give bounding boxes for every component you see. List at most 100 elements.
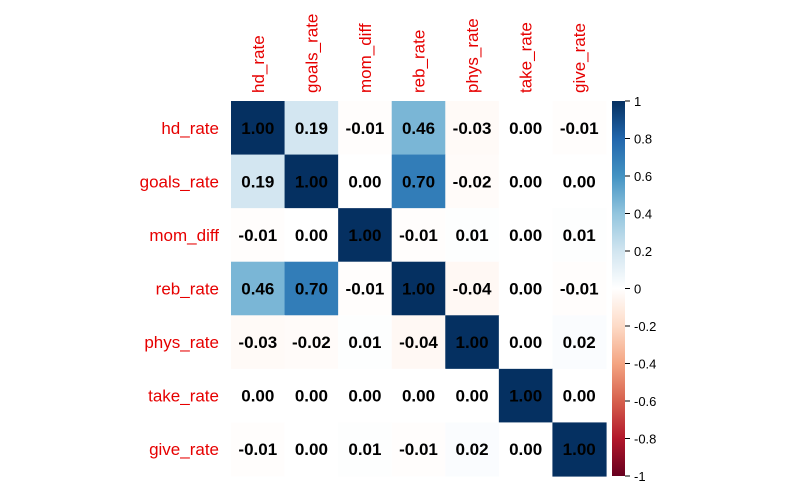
heatmap-cell <box>445 261 500 316</box>
heatmap-cell <box>445 208 500 263</box>
cell-value-label: 0.01 <box>348 333 381 352</box>
heatmap-cell <box>552 154 607 209</box>
colorbar-tick-label: 0.4 <box>634 207 652 222</box>
row-label: phys_rate <box>144 333 219 352</box>
cell-value-label: 0.00 <box>509 226 542 245</box>
heatmap-cell <box>338 261 393 316</box>
heatmap-cell <box>338 208 393 263</box>
heatmap-cell <box>552 422 607 477</box>
colorbar-gradient <box>612 101 625 476</box>
cell-value-label: 0.19 <box>295 119 328 138</box>
heatmap-cell <box>231 261 286 316</box>
cell-value-label: 0.02 <box>563 333 596 352</box>
cell-value-label: -0.01 <box>238 440 277 459</box>
cell-value-label: 0.00 <box>509 172 542 191</box>
heatmap-cell <box>284 368 339 424</box>
cell-value-label: 0.00 <box>563 172 596 191</box>
cell-value-label: 0.00 <box>563 387 596 406</box>
heatmap-cell <box>552 208 607 263</box>
cell-value-label: 0.00 <box>348 387 381 406</box>
row-label: goals_rate <box>140 172 219 191</box>
row-labels: hd_rate goals_rate mom_diff reb_rate phys_ra… <box>140 119 220 459</box>
heatmap-cell <box>231 368 286 424</box>
column-label: hd_rate <box>249 35 268 93</box>
heatmap-cell <box>231 208 286 263</box>
column-label: goals_rate <box>302 14 321 93</box>
heatmap-cell <box>445 368 500 424</box>
cell-value-label: -0.04 <box>453 280 492 299</box>
colorbar-tick-label: 0.8 <box>634 132 652 147</box>
cell-value-label: 1.00 <box>348 226 381 245</box>
heatmap-cell <box>284 422 339 477</box>
heatmap-cell <box>498 154 554 209</box>
heatmap-cell <box>284 315 339 370</box>
colorbar-tick-label: -1 <box>634 469 646 484</box>
cell-value-label: 0.00 <box>509 119 542 138</box>
cell-value-label: 0.00 <box>295 226 328 245</box>
cell-value-label: 0.19 <box>241 172 274 191</box>
cell-value-label: 1.00 <box>456 333 489 352</box>
colorbar: 1 0.8 0.6 0.4 0.2 0 -0.2 -0.4 -0.6 -0.8 -1 <box>612 94 656 484</box>
cell-value-label: 1.00 <box>563 440 596 459</box>
cell-value-label: 0.00 <box>456 387 489 406</box>
cell-value-label: -0.01 <box>238 226 277 245</box>
column-label: reb_rate <box>410 30 429 93</box>
heatmap-cell <box>445 422 500 477</box>
heatmap-cell <box>284 261 339 316</box>
cell-value-label: 1.00 <box>241 119 274 138</box>
heatmap-cell <box>231 154 286 209</box>
cell-value-label: 0.70 <box>402 172 435 191</box>
cell-value-label: 0.46 <box>241 280 274 299</box>
cell-value-label: 0.00 <box>509 280 542 299</box>
colorbar-tick-label: -0.6 <box>634 394 656 409</box>
row-label: take_rate <box>148 387 219 406</box>
row-label: give_rate <box>149 440 219 459</box>
heatmap-cell <box>231 101 286 156</box>
heatmap-cells <box>231 101 607 477</box>
cell-value-label: 0.46 <box>402 119 435 138</box>
cell-value-label: 0.00 <box>509 333 542 352</box>
cell-value-label: 0.00 <box>295 387 328 406</box>
cell-value-label: -0.01 <box>399 440 438 459</box>
cell-value-label: 0.01 <box>348 440 381 459</box>
colorbar-tick-label: 0.6 <box>634 169 652 184</box>
heatmap-cell <box>338 154 393 209</box>
heatmap-cell <box>338 101 393 156</box>
row-label: mom_diff <box>149 226 219 245</box>
cell-value-label: 0.00 <box>241 387 274 406</box>
column-label: mom_diff <box>356 23 375 93</box>
heatmap-cell <box>552 101 607 156</box>
heatmap-cell <box>391 101 446 156</box>
heatmap-cell <box>498 422 554 477</box>
cell-value-label: 0.01 <box>563 226 596 245</box>
colorbar-tick-label: 0.2 <box>634 244 652 259</box>
heatmap-cell <box>391 368 446 424</box>
cell-value-label: -0.03 <box>453 119 492 138</box>
heatmap-cell <box>391 261 446 316</box>
colorbar-tick-label: 0 <box>634 282 641 297</box>
column-label: take_rate <box>517 22 536 93</box>
cell-value-label: -0.01 <box>399 226 438 245</box>
cell-value-label: 0.70 <box>295 280 328 299</box>
cell-value-label: 0.00 <box>295 440 328 459</box>
cell-value-labels: 1.00 0.19 -0.01 0.46 -0.03 0.00 -0.01 0.19 1.00 0… <box>238 119 598 459</box>
colorbar-tick-label: 1 <box>634 94 641 109</box>
cell-value-label: -0.02 <box>453 172 492 191</box>
cell-value-label: 1.00 <box>509 387 542 406</box>
cell-value-label: -0.01 <box>560 280 599 299</box>
heatmap-cell <box>445 315 500 370</box>
cell-value-label: -0.01 <box>346 280 385 299</box>
column-labels: hd_rate goals_rate mom_diff reb_rate phys_ra… <box>249 14 589 93</box>
colorbar-ticks: 1 0.8 0.6 0.4 0.2 0 -0.2 -0.4 -0.6 -0.8 -1 <box>625 94 656 484</box>
colorbar-tick-label: -0.8 <box>634 432 656 447</box>
heatmap-cell <box>498 315 554 370</box>
heatmap-cell <box>338 368 393 424</box>
heatmap-cell <box>498 261 554 316</box>
colorbar-tick-label: -0.2 <box>634 319 656 334</box>
heatmap-cell <box>552 315 607 370</box>
heatmap-cell <box>498 101 554 156</box>
heatmap-cell <box>231 315 286 370</box>
heatmap-cell <box>231 422 286 477</box>
cell-value-label: -0.02 <box>292 333 331 352</box>
